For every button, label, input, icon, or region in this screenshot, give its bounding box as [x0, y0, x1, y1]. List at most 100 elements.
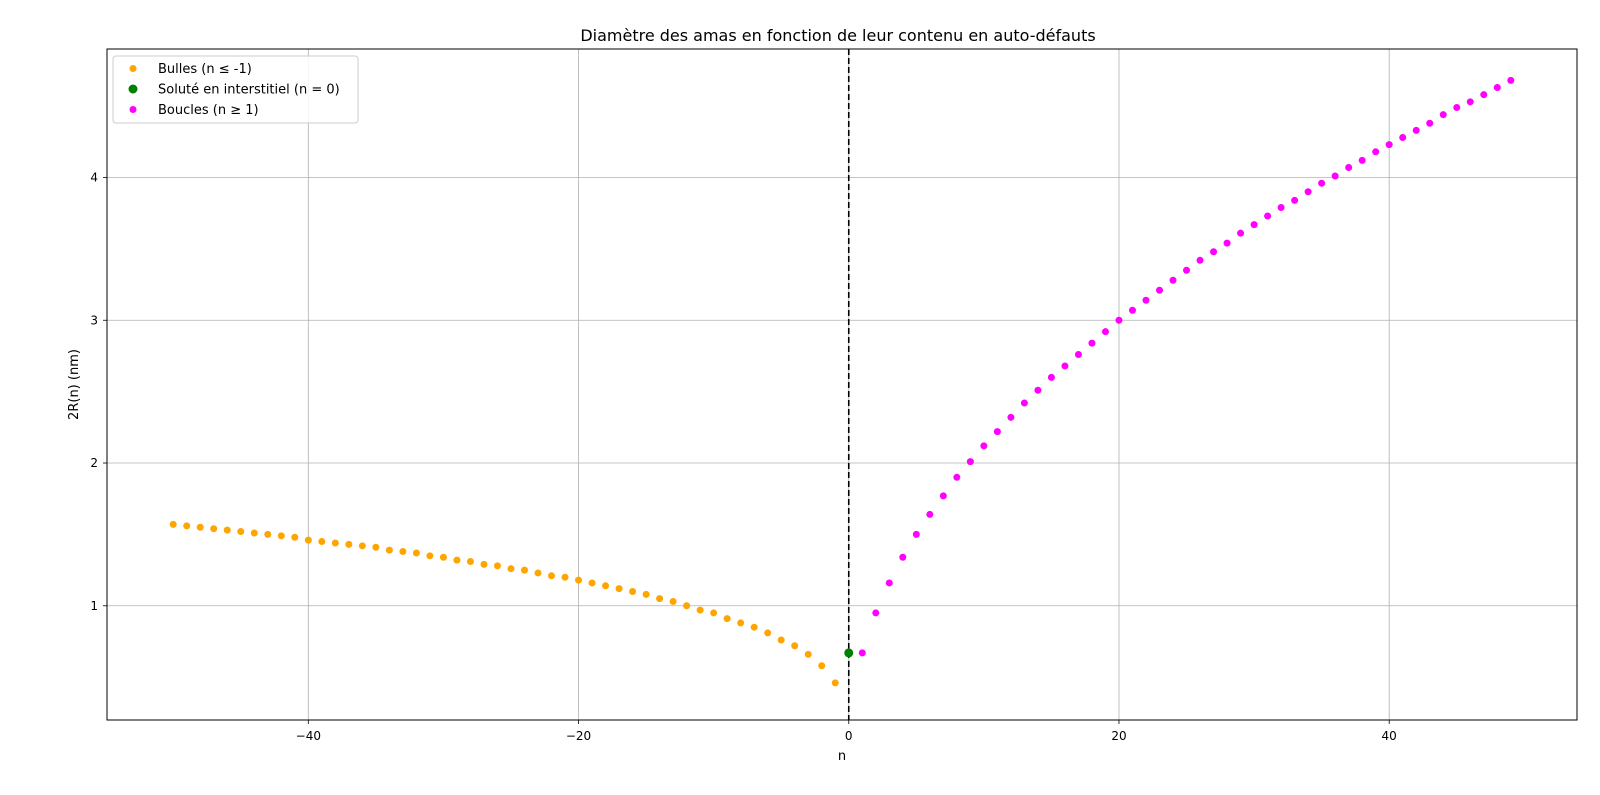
boucles-point — [1169, 276, 1177, 284]
bulles-point — [372, 543, 380, 551]
x-tick-label: 40 — [1382, 729, 1397, 743]
solute-point — [844, 648, 854, 658]
bulles-point — [602, 582, 610, 590]
bulles-point — [777, 636, 785, 644]
boucles-point — [1493, 84, 1501, 92]
bulles-point — [588, 579, 596, 587]
x-tick-label: −40 — [296, 729, 321, 743]
bulles-point — [534, 569, 542, 577]
plot-frame — [106, 48, 1578, 721]
legend-marker-solute — [128, 84, 138, 94]
bulles-point — [575, 576, 583, 584]
boucles-point — [1142, 296, 1150, 304]
boucles-point — [966, 458, 974, 466]
bulles-point — [183, 522, 191, 530]
y-axis-label: 2R(n) (nm) — [67, 349, 82, 420]
x-tick-label: −20 — [566, 729, 591, 743]
bulles-point — [291, 533, 299, 541]
boucles-point — [1466, 98, 1474, 106]
y-tick-label: 2 — [90, 456, 98, 470]
boucles-point — [1345, 163, 1353, 171]
boucles-point — [1358, 156, 1366, 164]
legend-marker-boucles — [129, 106, 137, 113]
boucles-point — [1250, 221, 1258, 229]
bulles-point — [358, 542, 366, 550]
bulles-point — [507, 565, 515, 573]
boucles-point — [1088, 339, 1096, 347]
boucles-point — [1210, 248, 1218, 256]
bulles-point — [723, 615, 731, 623]
bulles-point — [656, 595, 664, 603]
boucles-point — [1399, 134, 1407, 142]
y-tick-label: 1 — [90, 599, 98, 613]
plot-background — [107, 49, 1577, 720]
x-axis-ticks: −40 −20 0 20 40 — [296, 720, 1397, 743]
bulles-point — [466, 558, 474, 566]
legend-label-solute: Soluté en interstitiel (n = 0) — [158, 83, 340, 98]
bulles-point — [683, 602, 691, 610]
bulles-point — [169, 520, 177, 528]
bulles-point — [196, 523, 204, 531]
plot-area — [106, 48, 1578, 721]
y-tick-label: 3 — [90, 313, 98, 327]
boucles-point — [1034, 386, 1042, 394]
bulles-point — [318, 538, 326, 546]
bulles-point — [345, 540, 353, 548]
legend-box — [112, 55, 359, 124]
boucles-point — [1385, 141, 1393, 149]
bulles-point — [426, 552, 434, 560]
bulles-point — [561, 573, 569, 581]
boucles-point — [899, 553, 907, 561]
bulles-point — [804, 650, 812, 658]
bulles-point — [493, 562, 501, 570]
x-tick-label: 0 — [845, 729, 853, 743]
bulles-point — [385, 546, 393, 554]
bulles-point — [399, 548, 407, 556]
bulles-point — [548, 572, 556, 580]
bulles-point — [710, 609, 718, 617]
x-axis-label: n — [838, 749, 846, 764]
bulles-point — [615, 585, 623, 593]
boucles-point — [1480, 91, 1488, 99]
bulles-point — [264, 530, 272, 538]
bulles-point — [453, 556, 461, 564]
boucles-point — [1237, 229, 1245, 237]
bulles-point — [737, 619, 745, 627]
boucles-point — [1277, 203, 1285, 211]
boucles-point — [953, 473, 961, 481]
bulles-point — [412, 549, 420, 557]
boucles-point — [1007, 413, 1015, 421]
boucles-point — [1020, 399, 1028, 407]
bulles-point — [304, 536, 312, 544]
boucles-point — [980, 442, 988, 450]
boucles-point — [1223, 239, 1231, 247]
bulles-point — [629, 588, 637, 596]
boucles-point — [872, 609, 880, 617]
boucles-point — [1412, 126, 1420, 134]
boucles-point — [1291, 196, 1299, 204]
boucles-point — [1372, 148, 1380, 156]
boucles-point — [1061, 362, 1069, 370]
bulles-point — [520, 566, 528, 574]
boucles-point — [1115, 316, 1123, 324]
x-tick-label: 20 — [1111, 729, 1126, 743]
bulles-point — [642, 590, 650, 598]
boucles-point — [1156, 286, 1164, 294]
boucles-point — [1264, 212, 1272, 220]
bulles-point — [223, 526, 231, 534]
bulles-point — [750, 623, 758, 631]
boucles-point — [1331, 172, 1339, 180]
legend-label-bulles: Bulles (n ≤ -1) — [158, 62, 252, 77]
boucles-point — [1074, 351, 1082, 359]
bulles-point — [669, 598, 677, 606]
bulles-point — [480, 560, 488, 568]
boucles-point — [1507, 76, 1515, 84]
data-points — [169, 76, 1515, 687]
boucles-point — [885, 579, 893, 587]
bulles-point — [791, 642, 799, 650]
boucles-point — [1047, 373, 1055, 381]
y-axis-ticks: 1 2 3 4 — [90, 170, 107, 613]
boucles-point — [1439, 111, 1447, 119]
boucles-point — [858, 649, 866, 657]
